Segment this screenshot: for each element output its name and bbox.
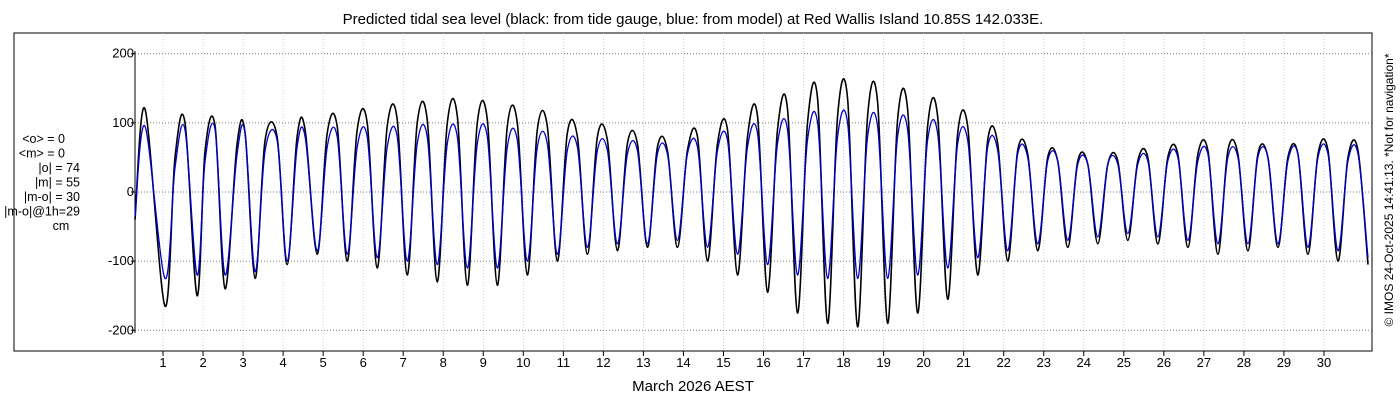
axes: 1 2 3 4 5 6 7 8 9 10 11 12 13 14 15 16 17 18 19 20 21 22 23 24 2… — [108, 46, 1331, 370]
x-tick-label: 1 — [159, 355, 166, 370]
x-tick-label: 30 — [1317, 355, 1331, 370]
stat-line: <m> = 0 — [19, 147, 65, 161]
stat-line: |m| = 55 — [35, 176, 80, 190]
x-tick-label: 3 — [239, 355, 246, 370]
x-tick-label: 11 — [557, 355, 571, 370]
grid — [135, 33, 1372, 351]
model-series — [134, 109, 1369, 280]
x-tick-label: 20 — [916, 355, 930, 370]
x-tick-label: 12 — [596, 355, 610, 370]
y-tick-label: -200 — [108, 322, 134, 337]
x-tick-label: 25 — [1117, 355, 1131, 370]
x-tick-label: 13 — [636, 355, 650, 370]
x-tick-label: 17 — [796, 355, 810, 370]
stat-line: |m-o|@1h=29 — [4, 205, 80, 219]
x-tick-label: 14 — [676, 355, 690, 370]
x-tick-label: 10 — [516, 355, 530, 370]
x-tick-label: 16 — [756, 355, 770, 370]
x-tick-label: 23 — [1037, 355, 1051, 370]
x-tick-label: 26 — [1157, 355, 1171, 370]
x-tick-label: 27 — [1197, 355, 1211, 370]
x-axis-label: March 2026 AEST — [632, 378, 754, 395]
chart-title: Predicted tidal sea level (black: from t… — [343, 11, 1044, 28]
series-layer — [134, 77, 1369, 328]
stat-line: |m-o| = 30 — [24, 190, 80, 204]
x-tick-label: 22 — [996, 355, 1010, 370]
x-tick-label: 19 — [876, 355, 890, 370]
x-tick-label: 28 — [1237, 355, 1251, 370]
stat-line: |o| = 74 — [38, 161, 80, 175]
y-tick-label: 100 — [112, 115, 134, 130]
x-tick-label: 29 — [1277, 355, 1291, 370]
x-tick-label: 2 — [199, 355, 206, 370]
y-tick-label: 0 — [127, 184, 134, 199]
x-tick-label: 7 — [400, 355, 407, 370]
stats-block: <o> = 0<m> = 0|o| = 74|m| = 55|m-o| = 30… — [4, 132, 80, 233]
y-tick-label: -100 — [108, 253, 134, 268]
y-tick-label: 200 — [112, 46, 134, 61]
x-tick-label: 24 — [1077, 355, 1091, 370]
x-tick-label: 18 — [836, 355, 850, 370]
x-tick-label: 8 — [440, 355, 447, 370]
x-tick-label: 4 — [280, 355, 287, 370]
x-tick-label: 21 — [956, 355, 970, 370]
stat-line: cm — [53, 219, 70, 233]
x-tick-label: 5 — [320, 355, 327, 370]
x-tick-label: 6 — [360, 355, 367, 370]
x-tick-label: 15 — [716, 355, 730, 370]
copyright-note: © IMOS 24-Oct-2025 14:41:13. *Not for na… — [1382, 53, 1396, 326]
stat-line: <o> = 0 — [22, 132, 65, 146]
x-tick-label: 9 — [480, 355, 487, 370]
